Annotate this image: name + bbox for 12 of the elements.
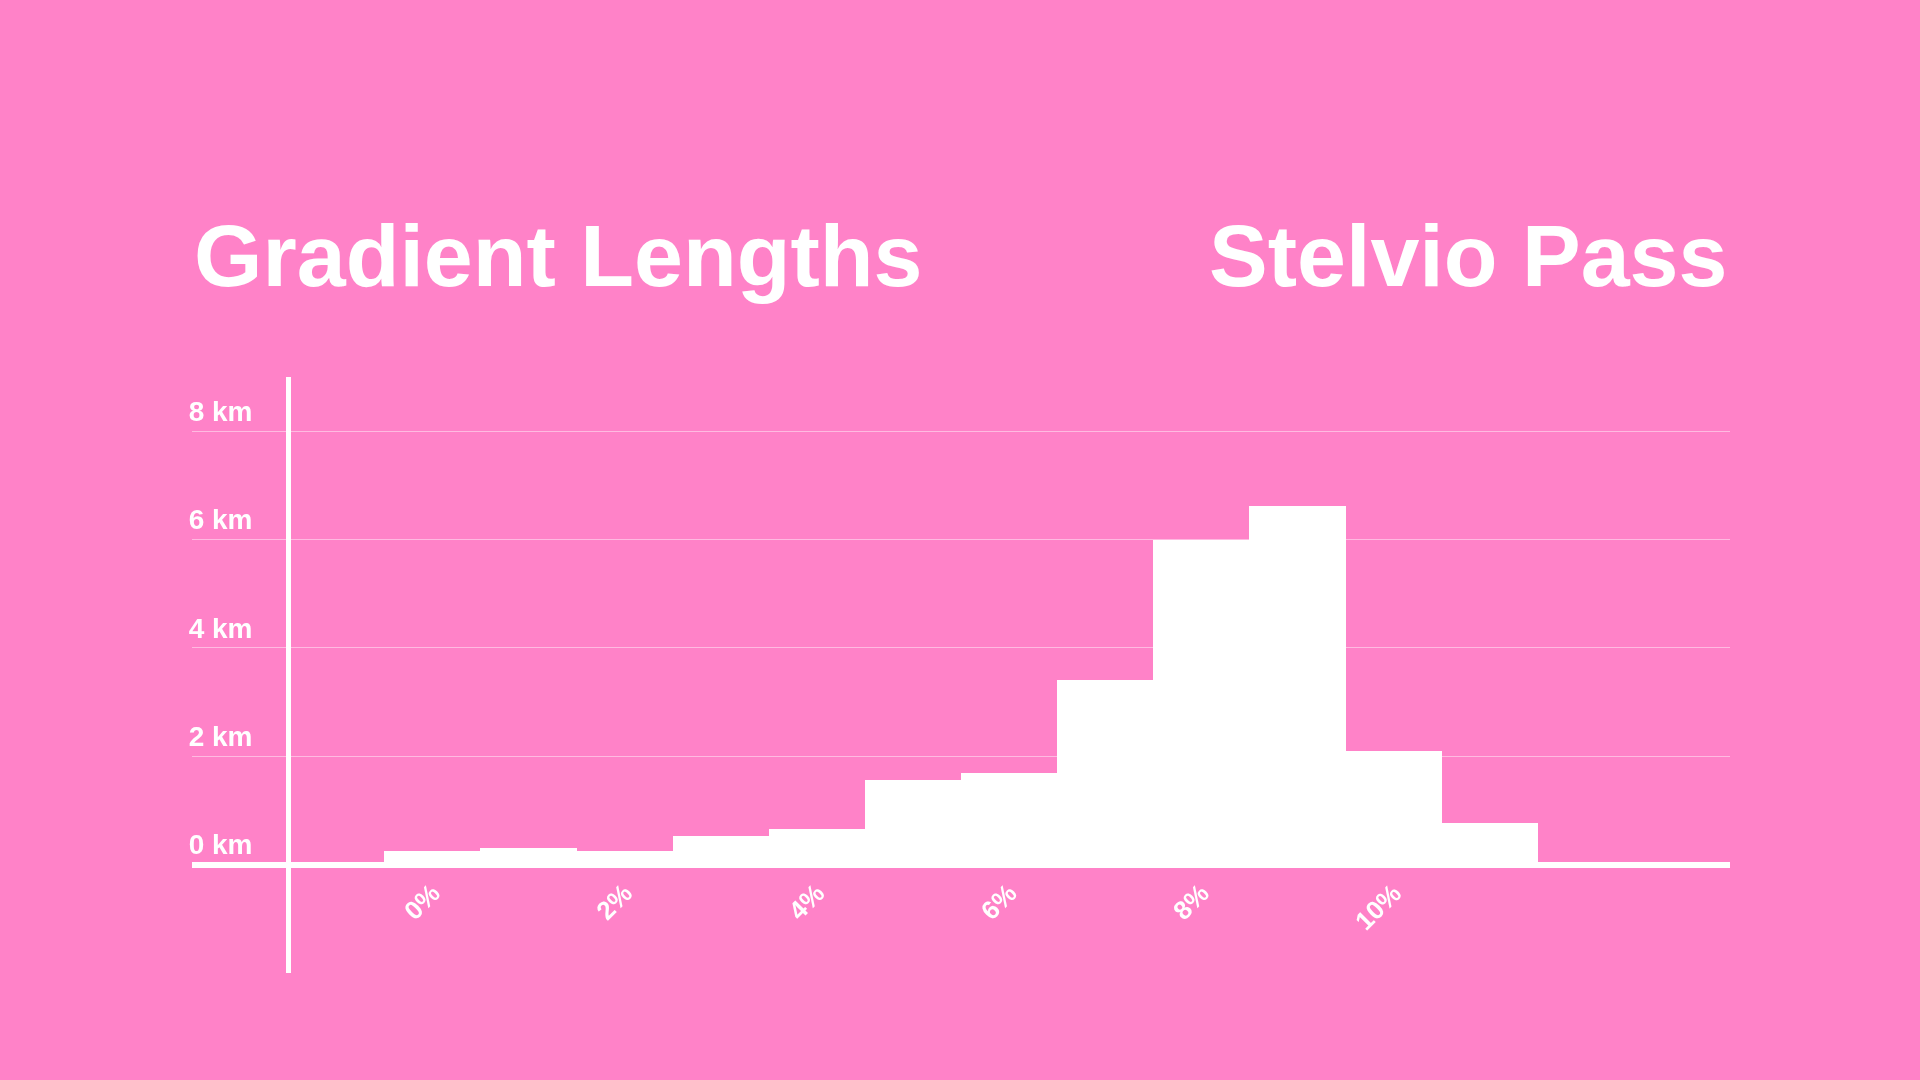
chart-title: Gradient Lengths bbox=[194, 206, 923, 305]
x-tick-label: 6% bbox=[974, 878, 1023, 926]
y-tick-label: 4 km bbox=[188, 612, 253, 644]
x-tick-label: 2% bbox=[590, 878, 638, 926]
chart-subtitle: Stelvio Pass bbox=[1209, 206, 1728, 305]
y-tick-label: 2 km bbox=[188, 721, 253, 753]
y-tick-label: 8 km bbox=[188, 395, 253, 427]
y-tick-label: 6 km bbox=[188, 504, 253, 536]
x-tick-label: 0% bbox=[397, 878, 446, 926]
x-tick-label: 4% bbox=[782, 878, 831, 926]
y-tick-label: 0 km bbox=[188, 829, 253, 861]
x-tick-label: 8% bbox=[1166, 878, 1215, 926]
